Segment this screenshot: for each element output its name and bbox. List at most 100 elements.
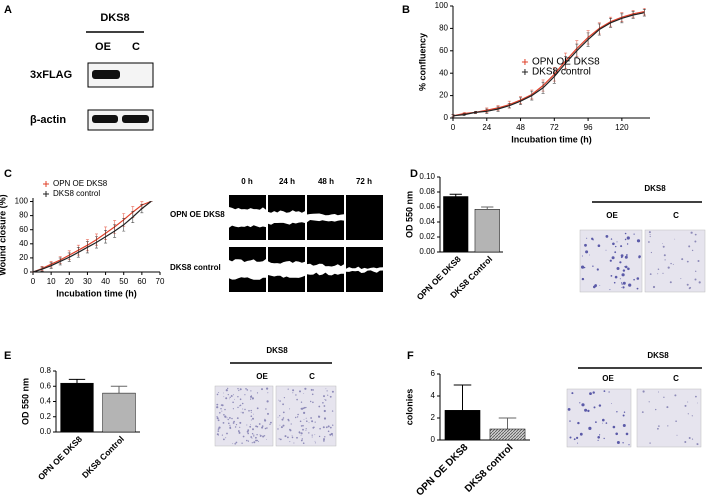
blot-frame [87,62,154,88]
series-line [32,200,152,273]
y-tick-label: 0 [431,435,436,444]
cell-speck [247,440,249,442]
micro-image [636,388,702,448]
cell-speck [602,418,605,422]
y-tick-label: 0.04 [419,217,435,226]
cell-speck [250,415,253,418]
error-bar [110,385,128,394]
cell-speck [291,436,294,439]
cell-speck [581,255,583,257]
cell-speck [605,235,609,238]
series-line [452,12,645,117]
y-tick-label: 60 [19,225,28,234]
cell-speck [614,275,618,279]
cell-speck [657,273,659,275]
cell-speck [264,418,266,420]
cell-speck [636,239,641,243]
cell-speck [691,249,694,252]
cell-speck [232,394,234,396]
cell-speck [261,426,264,429]
cell-speck [256,434,258,436]
cell-speck [284,435,287,438]
cell-speck [246,389,249,391]
cell-speck [282,424,285,427]
cell-speck [310,417,312,419]
cell-speck [253,413,254,415]
x-tick-label: 50 [119,277,128,286]
cell-speck [266,400,269,403]
cell-speck [221,410,223,412]
cell-speck [253,441,256,444]
cell-speck [298,431,301,433]
x-tick-label: DKS8 control [463,442,516,495]
cell-speck [593,285,596,289]
cell-speck [217,419,220,422]
cell-speck [592,391,595,394]
cell-speck [695,395,697,398]
cell-speck [325,426,328,429]
cell-speck [302,424,304,427]
cell-speck [609,259,612,262]
cell-speck [223,392,225,394]
cell-speck [626,243,629,245]
cell-speck [589,254,590,256]
panel-letter: D [410,168,418,180]
cell-speck [332,435,334,437]
cell-speck [303,393,305,394]
cell-speck [220,404,223,406]
cell-speck [305,429,307,431]
cell-speck [303,406,306,409]
cell-speck [251,397,254,400]
cell-speck [278,438,280,440]
blot-row-label: 3xFLAG [30,69,72,81]
cell-speck [224,408,226,411]
legend-label: DKS8 control [53,189,100,198]
cell-speck [237,396,239,398]
cell-speck [232,443,234,445]
cell-speck [303,419,305,420]
cell-speck [261,425,264,427]
cell-speck [277,428,279,430]
cell-speck [267,412,269,415]
cell-speck [232,422,235,424]
y-tick-label: 20 [19,253,28,262]
cell-speck [648,231,651,234]
y-tick-label: 0 [444,113,449,122]
cell-speck [305,428,307,430]
cell-speck [691,438,694,440]
cell-speck [227,418,229,421]
cell-speck [217,430,220,432]
cell-speck [250,390,252,392]
cell-speck [259,434,261,435]
cell-speck [662,272,664,274]
cell-speck [318,435,321,438]
wound-gap [229,207,266,228]
y-tick-label: 0.2 [40,412,52,421]
cell-speck [251,442,253,444]
cell-speck [622,414,625,417]
cell-speck [293,442,295,444]
cell-speck [265,408,267,410]
cell-speck [569,420,571,422]
time-label: 0 h [241,177,253,186]
cell-speck [283,397,285,399]
cell-speck [650,251,653,254]
cell-speck [696,443,699,446]
y-axis-label: % confluency [417,33,427,91]
y-tick-label: 40 [19,239,28,248]
cell-speck [296,416,299,418]
cell-speck [289,441,291,443]
cell-speck [619,261,622,264]
cell-speck [229,396,231,398]
cell-speck [282,403,284,406]
cell-speck [242,408,244,410]
cell-speck [216,406,219,409]
cell-speck [323,395,325,398]
cell-speck [299,390,301,393]
wound-gap [268,210,305,225]
cell-speck [250,411,252,413]
blot-band [92,115,118,123]
cell-speck [251,437,253,439]
cell-speck [615,245,617,248]
cell-speck [581,403,585,407]
